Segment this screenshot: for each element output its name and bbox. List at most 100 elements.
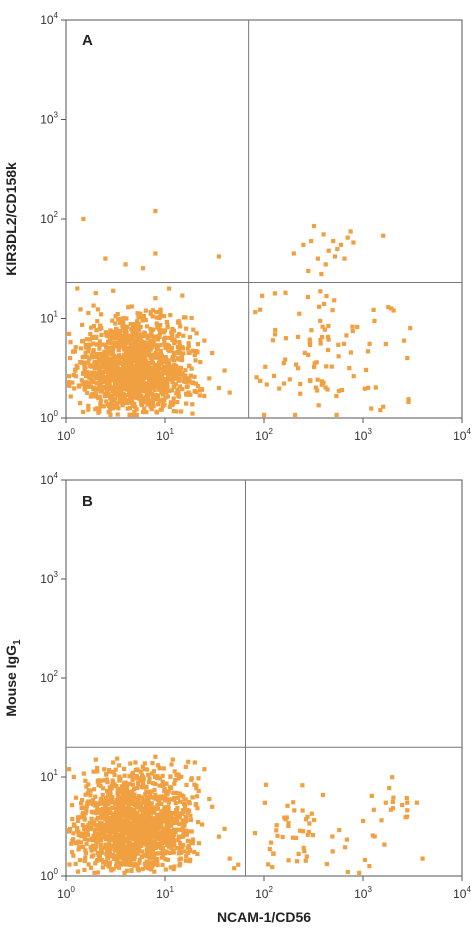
data-point [315,388,320,393]
data-point [137,857,142,862]
data-point [178,845,183,850]
data-point [332,298,337,303]
data-point [77,384,82,389]
data-point [114,861,119,866]
data-point [151,829,156,835]
data-point [124,856,129,861]
data-point [78,834,84,839]
data-point [179,409,184,414]
data-point [305,832,310,837]
data-point [92,787,97,792]
data-point [159,833,164,838]
data-point [89,353,94,358]
data-point [253,310,258,315]
data-point [142,331,148,336]
data-point [136,780,141,786]
data-point [371,807,376,812]
data-point [136,840,141,845]
data-point [70,817,75,822]
data-point [144,847,149,852]
data-point [282,815,287,820]
data-point [141,333,146,338]
data-point [302,849,307,854]
data-point [196,820,201,825]
data-point [339,388,345,393]
y-tick-label-base: 10 [40,113,54,127]
data-point [370,833,375,838]
data-point [130,844,135,849]
data-point [149,342,155,347]
data-point [166,348,171,353]
data-point [152,855,157,860]
data-point [141,776,146,781]
data-point [185,810,190,815]
data-point [290,835,295,840]
data-point [73,861,78,866]
data-point [182,823,187,828]
y-tick-label-exponent: 4 [54,471,59,480]
data-point [147,823,152,829]
data-point [98,783,103,788]
y-axis-title-a: KIR3DL2/CD158k [3,162,19,276]
data-point [128,359,133,364]
data-point [414,800,419,805]
data-point [157,776,162,781]
data-point [383,341,388,347]
data-point [181,801,187,807]
data-point [181,379,186,384]
data-point [124,340,129,345]
data-point [68,826,73,831]
data-point [351,374,356,379]
data-point [72,823,77,828]
data-point [97,394,102,399]
data-point [148,816,153,821]
data-point [77,845,82,850]
data-point [286,821,291,826]
data-point [154,382,159,387]
points-layer-a [67,209,413,417]
data-point [86,403,91,408]
data-point [130,385,135,390]
data-point [107,410,112,415]
data-point [110,800,115,805]
data-point [153,350,158,356]
data-point [141,785,146,790]
data-point [78,858,83,863]
data-point [149,789,154,794]
data-point [112,828,117,833]
data-point [101,786,106,791]
data-point [386,305,391,310]
data-point [129,798,134,804]
data-point [106,372,111,377]
data-point [295,334,301,339]
data-point [104,848,110,853]
data-point [169,762,174,767]
data-point [113,363,118,368]
data-point [125,849,131,854]
data-point [86,862,91,867]
data-point [115,344,120,349]
data-point [99,312,104,317]
data-point [115,340,120,346]
data-point [324,364,329,369]
data-point [123,343,128,348]
data-point [122,359,127,364]
data-point [176,776,181,781]
data-point [300,808,305,813]
data-point [150,395,155,400]
data-point [125,406,130,411]
y-tick-label-exponent: 2 [54,210,59,219]
data-point [143,792,148,797]
data-point [87,356,92,361]
data-point [158,323,163,328]
data-point [177,376,182,381]
data-point [301,242,306,247]
data-point [86,360,91,365]
data-point [105,393,110,398]
y-tick-label: 104 [40,471,58,487]
data-point [389,306,394,311]
data-point [171,401,176,406]
data-point [167,388,172,393]
data-point [307,821,312,826]
data-point [179,827,184,833]
